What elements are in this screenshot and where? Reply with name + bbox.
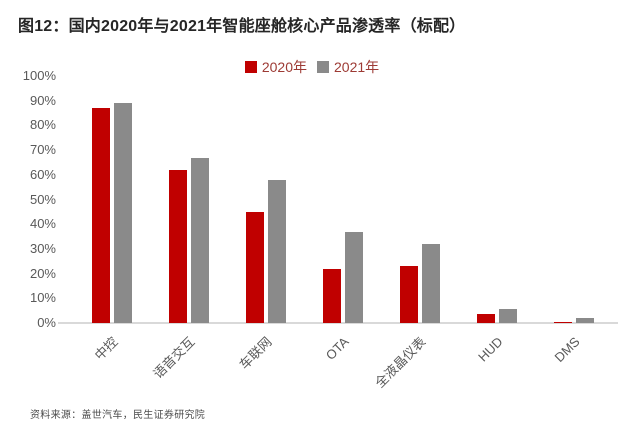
bar-语音交互-2020年 bbox=[168, 170, 187, 323]
chart-title: 图12：国内2020年与2021年智能座舱核心产品渗透率（标配） bbox=[18, 18, 466, 35]
x-axis-label-DMS: DMS bbox=[551, 334, 583, 366]
legend-label: 2021年 bbox=[334, 59, 380, 75]
legend-item-2020年: 2020年 bbox=[244, 57, 307, 77]
y-axis-tick-label: 70% bbox=[29, 142, 56, 158]
legend-swatch bbox=[244, 61, 257, 73]
bar-DMS-2021年 bbox=[576, 318, 595, 323]
x-axis-label-全液晶仪表: 全液晶仪表 bbox=[371, 334, 429, 391]
bar-HUD-2020年 bbox=[477, 314, 495, 323]
legend-swatch bbox=[317, 61, 329, 73]
bar-中控-2020年 bbox=[91, 108, 110, 323]
x-axis-label-车联网: 车联网 bbox=[236, 334, 275, 373]
bar-语音交互-2021年 bbox=[190, 158, 209, 323]
source-note: 资料来源：盖世汽车，民生证券研究院 bbox=[30, 410, 206, 421]
y-axis-tick-label: 50% bbox=[29, 191, 56, 207]
y-axis-tick-label: 90% bbox=[29, 92, 56, 108]
legend-item-2021年: 2021年 bbox=[317, 57, 379, 77]
bar-车联网-2020年 bbox=[245, 212, 264, 323]
y-axis-tick-label: 80% bbox=[29, 117, 56, 133]
y-axis-tick-label: 40% bbox=[29, 216, 56, 232]
bar-DMS-2020年 bbox=[554, 322, 573, 323]
bar-HUD-2021年 bbox=[499, 309, 517, 323]
bar-OTA-2021年 bbox=[344, 232, 363, 323]
y-axis-tick-label: 10% bbox=[29, 290, 56, 306]
y-axis-tick-label: 30% bbox=[29, 240, 56, 256]
bar-全液晶仪表-2020年 bbox=[399, 266, 418, 323]
bar-中控-2021年 bbox=[113, 103, 132, 323]
bar-车联网-2021年 bbox=[267, 180, 286, 323]
chart-legend: 2020年 2021年 bbox=[0, 57, 624, 77]
x-axis-label-HUD: HUD bbox=[475, 334, 506, 365]
x-axis-label-OTA: OTA bbox=[322, 334, 352, 363]
bar-OTA-2020年 bbox=[322, 269, 341, 323]
y-axis-tick-label: 100% bbox=[22, 68, 56, 83]
y-axis-tick-label: 0% bbox=[37, 315, 56, 330]
x-axis-label-中控: 中控 bbox=[91, 334, 121, 364]
x-axis-line bbox=[58, 322, 618, 324]
bar-全液晶仪表-2021年 bbox=[421, 244, 440, 323]
x-axis-label-语音交互: 语音交互 bbox=[149, 334, 198, 382]
y-axis-tick-label: 60% bbox=[29, 166, 56, 182]
y-axis-tick-label: 20% bbox=[29, 265, 56, 281]
legend-label: 2020年 bbox=[261, 59, 307, 75]
